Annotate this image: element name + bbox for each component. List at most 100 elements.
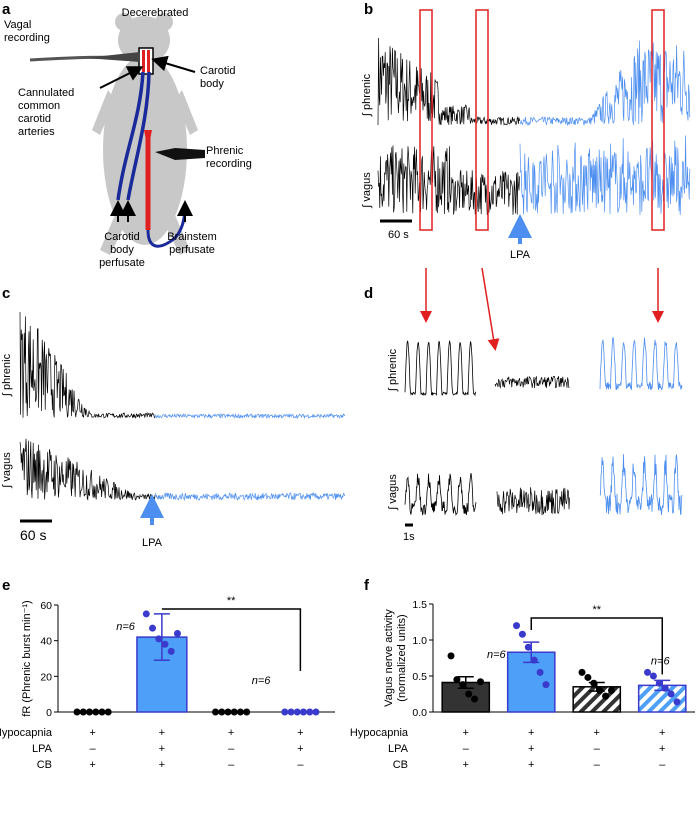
label: Phrenic <box>206 145 244 157</box>
data-point <box>453 676 461 684</box>
condition-sign: + <box>159 743 165 755</box>
label: recording <box>206 158 252 170</box>
data-point <box>161 640 169 648</box>
data-point <box>459 681 467 689</box>
data-point <box>584 673 592 681</box>
data-point <box>230 708 238 716</box>
highlight-box <box>651 9 665 231</box>
panel-label: b <box>364 1 373 18</box>
significance-label: ** <box>592 604 601 616</box>
condition-sign: + <box>228 727 234 739</box>
data-point <box>596 686 604 694</box>
panel-label: d <box>364 285 373 302</box>
panel-label: c <box>2 285 10 302</box>
data-point <box>476 678 484 686</box>
trace-label: ∫ vagus <box>387 474 399 511</box>
data-point <box>542 681 550 689</box>
annotation: n=6 <box>252 675 272 687</box>
data-point <box>447 652 455 660</box>
y-tick-label: 0 <box>46 707 52 719</box>
panel-label: e <box>2 577 10 594</box>
highlight-box <box>475 9 489 231</box>
annotation: n=6 <box>116 621 136 633</box>
annotation: n=6 <box>487 649 507 661</box>
condition-sign: – <box>659 759 666 771</box>
trace <box>519 135 691 215</box>
data-point <box>590 679 598 687</box>
condition-sign: + <box>89 759 95 771</box>
trace <box>599 336 683 391</box>
data-point <box>518 630 526 638</box>
data-point <box>673 698 681 706</box>
data-point <box>655 679 663 687</box>
condition-sign: + <box>528 727 534 739</box>
condition-sign: – <box>594 759 601 771</box>
condition-sign: – <box>594 743 601 755</box>
trace <box>404 473 477 517</box>
data-point <box>281 708 289 716</box>
trace <box>404 339 477 397</box>
data-point <box>212 708 220 716</box>
trace <box>377 37 520 126</box>
drug-label: LPA <box>142 537 163 549</box>
data-point <box>287 708 295 716</box>
label: arteries <box>18 126 55 138</box>
trace <box>154 412 345 420</box>
data-point <box>530 656 538 664</box>
data-point <box>98 708 106 716</box>
data-point <box>218 708 226 716</box>
panel-label: f <box>364 577 370 594</box>
condition-sign: + <box>463 759 469 771</box>
trace-label: ∫ phrenic <box>387 348 399 392</box>
condition-sign: – <box>90 743 97 755</box>
condition-name: CB <box>37 759 52 771</box>
trace <box>599 454 683 516</box>
significance-bracket <box>161 608 302 671</box>
data-point <box>293 708 301 716</box>
label: Carotid <box>200 65 235 77</box>
condition-sign: + <box>297 727 303 739</box>
data-point <box>149 624 157 632</box>
scale-label: 60 s <box>20 527 46 543</box>
trace <box>377 145 520 216</box>
y-axis-label: (normalized units) <box>396 614 408 701</box>
trace <box>154 491 345 502</box>
y-axis-label: Vagus nerve activity <box>383 609 395 707</box>
label: Brainstem <box>167 231 217 243</box>
trace <box>519 40 691 127</box>
condition-sign: + <box>159 727 165 739</box>
label: Vagal <box>4 19 31 31</box>
condition-sign: + <box>528 743 534 755</box>
condition-sign: + <box>659 727 665 739</box>
rat-schematic <box>29 13 205 255</box>
data-point <box>602 692 610 700</box>
y-tick-label: 20 <box>40 671 52 683</box>
data-point <box>471 695 479 703</box>
condition-name: CB <box>393 759 408 771</box>
trace-label: ∫ phrenic <box>1 353 13 397</box>
data-point <box>79 708 87 716</box>
red-arrow <box>481 267 500 351</box>
trace-label: ∫ phrenic <box>361 73 373 117</box>
label: perfusate <box>169 244 215 256</box>
data-point <box>536 668 544 676</box>
label: body <box>110 244 134 256</box>
data-point <box>243 708 251 716</box>
data-point <box>86 708 94 716</box>
data-point <box>312 708 320 716</box>
data-point <box>224 708 232 716</box>
y-tick-label: 1.5 <box>412 599 427 611</box>
data-point <box>167 647 175 655</box>
highlight-box <box>419 9 433 231</box>
data-point <box>306 708 314 716</box>
data-point <box>155 635 163 643</box>
condition-sign: + <box>297 743 303 755</box>
data-point <box>649 672 657 680</box>
condition-name: Hypocapnia <box>350 727 409 739</box>
condition-sign: + <box>89 727 95 739</box>
condition-sign: + <box>463 727 469 739</box>
condition-name: Hypocapnia <box>0 727 53 739</box>
condition-name: LPA <box>388 743 409 755</box>
data-point <box>607 686 615 694</box>
trace <box>494 375 570 389</box>
